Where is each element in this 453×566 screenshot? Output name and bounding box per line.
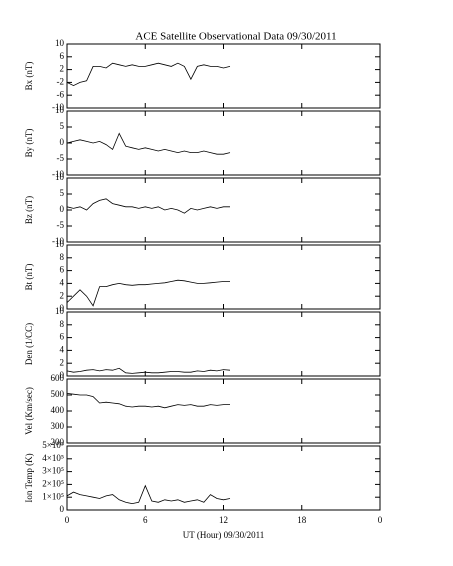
y-tick-label: 0 [60,504,65,514]
panel-frame [66,445,381,511]
y-axis-label: Bt (nT) [24,264,34,291]
y-tick-label: 4×10⁵ [42,453,64,463]
y-tick-label: 400 [51,405,65,415]
y-tick-label: 2 [60,64,65,74]
y-tick-label: 6 [60,265,65,275]
y-tick-label: 10 [55,306,65,316]
x-tick-label: 0 [65,515,70,525]
y-tick-label: 0 [60,370,65,380]
y-tick-label: 0 [60,137,65,147]
y-tick-label: 300 [51,421,65,431]
x-tick-label: 12 [219,515,228,525]
y-tick-label: -5 [57,220,65,230]
y-tick-label: 1×10⁵ [42,491,64,501]
data-line [66,393,230,409]
data-line [66,62,231,87]
y-tick-label: 2 [60,290,65,300]
panel-frame [66,378,381,444]
y-axis-label: By (nT) [24,129,34,158]
data-line [66,484,231,505]
x-axis-label: UT (Hour) 09/30/2011 [183,530,265,540]
y-tick-label: 200 [51,437,65,447]
y-tick-label: -5 [57,153,65,163]
y-tick-label: -6 [57,89,65,99]
y-axis-label: Den (1/CC) [24,323,34,365]
y-tick-label: 2 [60,357,65,367]
y-axis-label: Bz (nT) [24,196,34,224]
y-tick-label: 5 [60,121,65,131]
y-tick-label: -10 [52,169,64,179]
y-tick-label: 8 [60,319,65,329]
y-axis-label: Vel (Km/sec) [24,387,34,435]
x-tick-label: 6 [143,515,148,525]
y-tick-label: 500 [51,389,65,399]
data-line [66,367,231,374]
panel-frame [66,244,381,310]
y-tick-label: -10 [52,102,64,112]
y-tick-label: 6 [60,332,65,342]
y-tick-label: 10 [55,239,65,249]
y-tick-label: -10 [52,236,64,246]
y-tick-label: 10 [55,105,65,115]
y-tick-label: 10 [55,172,65,182]
data-line [66,279,230,307]
chart-title: ACE Satellite Observational Data 09/30/2… [135,31,336,43]
panel-frame [66,311,381,377]
y-axis-label: Ion Temp (K) [24,453,34,502]
y-tick-label: -2 [57,76,65,86]
data-line [66,198,230,214]
y-tick-label: 4 [60,277,65,287]
y-tick-label: 5 [60,188,65,198]
x-tick-label: 0 [378,515,383,525]
y-tick-label: 8 [60,252,65,262]
y-tick-label: 4 [60,344,65,354]
y-tick-label: 600 [51,373,65,383]
y-tick-label: 0 [60,303,65,313]
panel-frame [66,110,381,176]
y-tick-label: 6 [60,51,65,61]
data-line [66,132,231,155]
y-tick-label: 10 [55,38,65,48]
panel-frame [66,43,381,109]
y-tick-label: 5×10⁵ [42,440,64,450]
y-tick-label: 0 [60,204,65,214]
y-tick-label: 3×10⁵ [42,466,64,476]
y-axis-label: Bx (nT) [24,62,34,91]
x-tick-label: 18 [297,515,307,525]
panel-frame [66,177,381,243]
y-tick-label: 2×10⁵ [42,478,64,488]
